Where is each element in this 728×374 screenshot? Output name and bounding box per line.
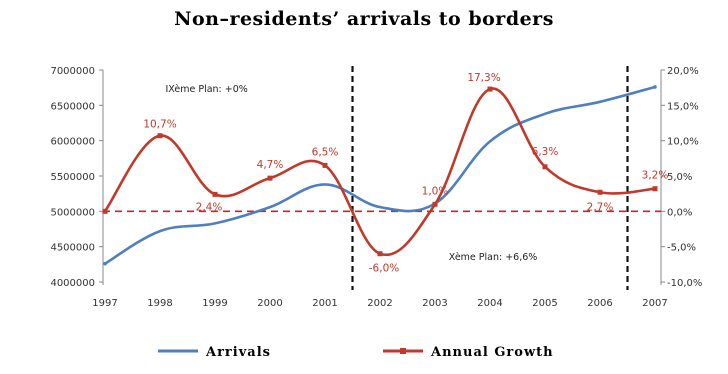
left-tick-label: 4000000 [50, 278, 95, 289]
legend-marker-annual-growth [400, 348, 406, 354]
annotation-ixeme-plan: IXème Plan: +0% [166, 84, 248, 95]
growth-data-label: 10,7% [143, 119, 176, 131]
annual-growth-point [432, 201, 438, 207]
x-tick-label: 2004 [477, 298, 502, 309]
growth-data-label: 2,4% [196, 201, 223, 213]
right-tick-label: 5,0% [667, 172, 692, 183]
reference-lines: IXème Plan: +0% Xème Plan: +6,6% [103, 66, 661, 290]
left-tick-label: 5500000 [50, 172, 95, 183]
annual-growth-point [322, 162, 328, 168]
chart-title: Non–residents’ arrivals to borders [174, 8, 554, 30]
left-tick-label: 4500000 [50, 243, 95, 254]
right-tick-label: 10,0% [667, 137, 699, 148]
right-tick-label: 15,0% [667, 101, 699, 112]
x-tick-label: 2003 [422, 298, 447, 309]
arrivals-point [103, 261, 107, 266]
x-tick-label: 2005 [532, 298, 557, 309]
series-layer [102, 85, 658, 266]
x-tick-label: 2002 [367, 298, 392, 309]
annual-growth-point [652, 186, 658, 192]
x-tick-label: 1997 [92, 298, 117, 309]
growth-data-label: 3,2% [642, 170, 669, 182]
right-tick-label: 0,0% [667, 207, 692, 218]
growth-data-label: 6,3% [532, 146, 559, 158]
annual-growth-point [267, 175, 273, 181]
legend-label-arrivals: Arrivals [205, 345, 271, 360]
legend-label-annual-growth: Annual Growth [430, 345, 554, 360]
right-tick-label: 20,0% [667, 66, 699, 77]
arrivals-line [104, 85, 656, 265]
legend: Arrivals Annual Growth [158, 345, 554, 360]
x-tick-label: 2000 [257, 298, 282, 309]
x-tick-label: 1998 [147, 298, 172, 309]
data-labels: 10,7% 2,4% 4,7% 6,5% -6,0% 1,0% 17,3% 6,3% 2,7% 3… [143, 72, 668, 275]
left-tick-label: 7000000 [50, 66, 95, 77]
growth-data-label: 6,5% [312, 146, 339, 158]
annual-growth-point [102, 208, 108, 214]
right-tick-label: -10,0% [667, 278, 702, 289]
axes: 7000000 6500000 6000000 5500000 5000000 45000… [50, 66, 702, 309]
annual-growth-point [487, 86, 493, 92]
annual-growth-point [212, 191, 218, 197]
x-tick-label: 2006 [587, 298, 612, 309]
annotation-xeme-plan: Xème Plan: +6,6% [449, 252, 538, 263]
left-tick-label: 6500000 [50, 101, 95, 112]
annual-growth-line [103, 87, 656, 257]
left-tick-label: 5000000 [50, 207, 95, 218]
growth-data-label: 2,7% [587, 201, 614, 213]
growth-data-label: 17,3% [467, 72, 500, 84]
right-tick-label: -5,0% [667, 243, 696, 254]
annual-growth-point [542, 164, 548, 170]
annual-growth-point [377, 251, 383, 257]
x-tick-label: 2007 [642, 298, 667, 309]
growth-data-label: 4,7% [257, 159, 284, 171]
annual-growth-point [597, 189, 603, 195]
arrivals-point [653, 85, 657, 89]
growth-data-label: -6,0% [369, 263, 399, 275]
growth-data-label: 1,0% [422, 185, 449, 197]
left-tick-label: 6000000 [50, 137, 95, 148]
x-tick-label: 1999 [202, 298, 227, 309]
annual-growth-point [157, 133, 163, 139]
x-tick-label: 2001 [312, 298, 337, 309]
